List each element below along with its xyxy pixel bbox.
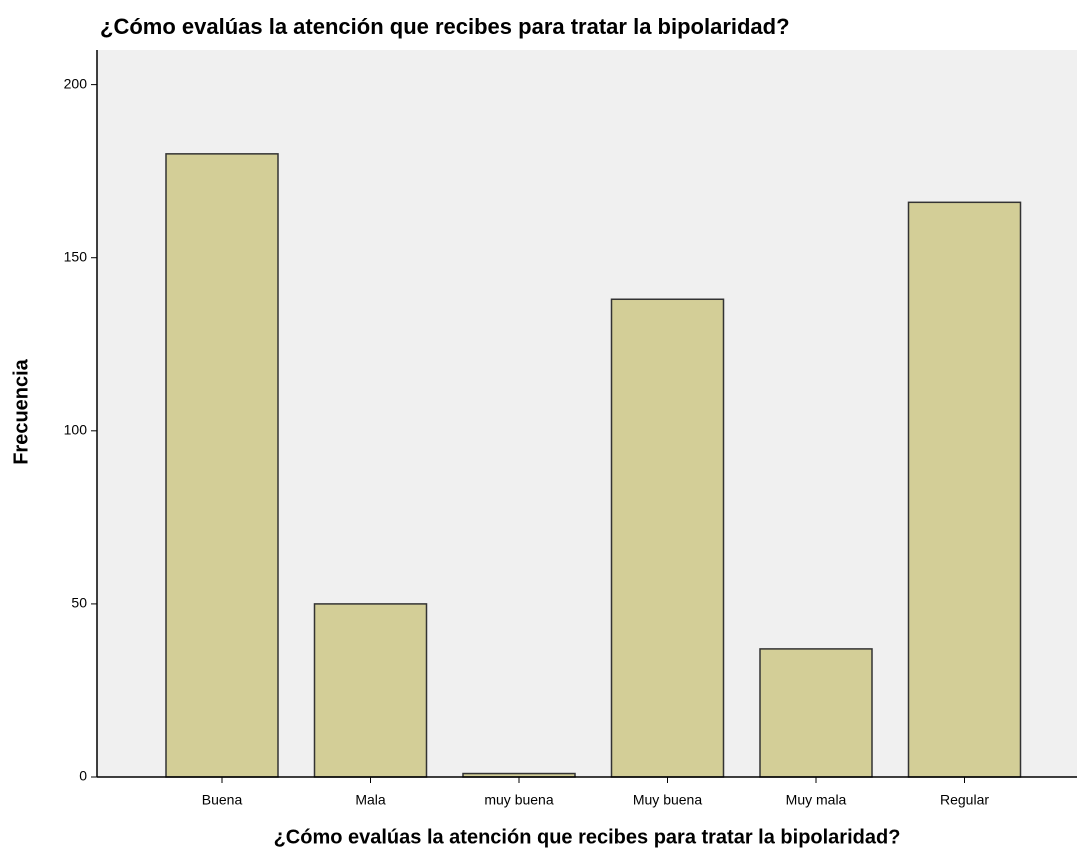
x-tick-label: Regular xyxy=(940,792,989,808)
chart-title: ¿Cómo evalúas la atención que recibes pa… xyxy=(100,14,790,39)
bar xyxy=(165,153,279,778)
y-axis-label: Frecuencia xyxy=(10,358,32,464)
y-tick-label: 0 xyxy=(79,768,87,784)
y-tick-label: 200 xyxy=(64,75,88,91)
bar xyxy=(907,201,1022,778)
y-tick-label: 150 xyxy=(64,248,88,264)
x-tick-label: Muy buena xyxy=(633,792,702,808)
x-tick-label: Buena xyxy=(202,792,243,808)
y-tick-label: 50 xyxy=(71,595,87,611)
bar xyxy=(610,298,725,778)
x-tick-label: Mala xyxy=(355,792,386,808)
y-tick-label: 100 xyxy=(64,422,88,438)
x-tick-label: muy buena xyxy=(484,792,553,808)
x-axis-label: ¿Cómo evalúas la atención que recibes pa… xyxy=(274,826,901,848)
x-tick-label: Muy mala xyxy=(786,792,847,808)
bar xyxy=(759,648,873,778)
bar xyxy=(313,603,428,778)
